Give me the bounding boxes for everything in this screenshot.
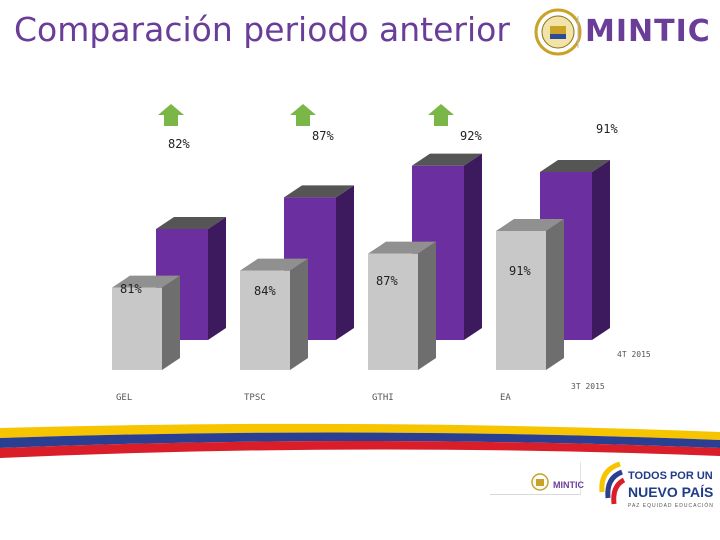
gray-bar-top [368, 241, 436, 254]
purple-bar-side [208, 217, 226, 340]
increase-arrow-gthi [428, 104, 454, 126]
category-label-gthi: GTHI [372, 393, 394, 403]
increase-arrow-tpsc [290, 104, 316, 126]
page-title: Comparación periodo anterior [14, 10, 510, 49]
slogan-line-3: PAZ EQUIDAD EDUCACIÓN [628, 503, 714, 509]
category-label-tpsc: TPSC [244, 393, 266, 403]
mintic-logo [534, 8, 582, 56]
purple-bar-top [284, 185, 354, 198]
footer-mintic-text: MINTIC [553, 480, 584, 490]
gray-bar-top [496, 219, 564, 231]
category-label-ea: EA [500, 393, 511, 403]
footer-mintic-box [490, 462, 581, 495]
gray-bar-side [162, 275, 180, 370]
purple-bar-side [592, 160, 610, 340]
value-label-4t-0: 82% [168, 137, 190, 151]
purple-bar-side [464, 153, 482, 340]
purple-bar-top [156, 217, 226, 229]
purple-bar-side [336, 185, 354, 340]
category-label-gel: GEL [116, 393, 132, 403]
purple-bar-top [540, 160, 610, 172]
value-label-4t-2: 92% [460, 129, 482, 143]
gray-bar-front [496, 231, 546, 370]
value-label-3t-3: 91% [509, 264, 531, 278]
increase-arrow-gel [158, 104, 184, 126]
value-label-4t-3: 91% [596, 122, 618, 136]
gray-bar-front [112, 287, 162, 370]
gray-bar-top [240, 258, 308, 271]
gray-bar-front [240, 270, 290, 370]
gray-bar-side [418, 241, 436, 370]
legend-3t-2015: 3T 2015 [571, 382, 605, 391]
value-label-3t-0: 81% [120, 282, 142, 296]
value-label-3t-2: 87% [376, 274, 398, 288]
todos-por-un-nuevo-pais-logo [599, 461, 626, 505]
colombia-stripes [0, 423, 720, 458]
footer-shield-icon [531, 473, 549, 491]
value-label-4t-1: 87% [312, 129, 334, 143]
legend-4t-2015: 4T 2015 [617, 350, 651, 359]
slogan-line-1: TODOS POR UN [628, 470, 713, 482]
gray-bar-side [290, 258, 308, 370]
value-label-3t-1: 84% [254, 284, 276, 298]
purple-bar-top [412, 153, 482, 166]
gray-bar-side [546, 219, 564, 370]
gray-bar-front [368, 253, 418, 370]
brand-name: MINTIC [585, 14, 711, 49]
slogan-line-2: NUEVO PAÍS [628, 484, 714, 500]
gray-bar-top [112, 275, 180, 288]
